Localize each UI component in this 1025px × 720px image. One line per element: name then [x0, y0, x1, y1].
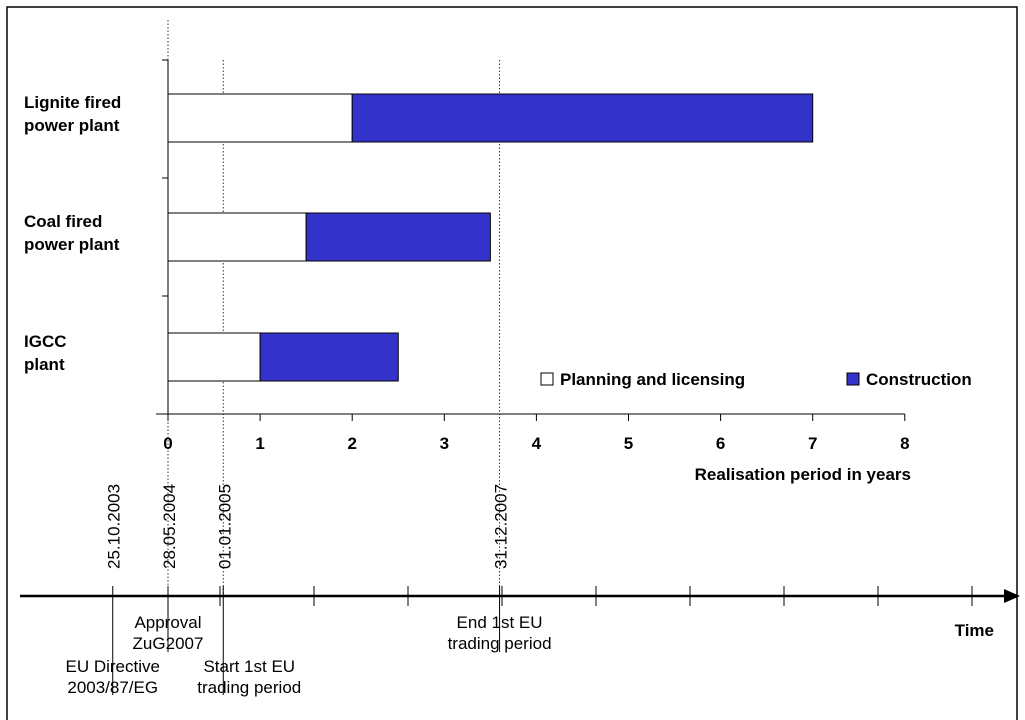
bar-segment [259, 332, 399, 382]
date-label: 25.10.2003 [105, 484, 124, 569]
timeline-event-label: trading period [448, 634, 552, 653]
bar-segment [167, 93, 353, 143]
category-label: Lignite fired [24, 93, 121, 112]
x-tick-label: 7 [808, 434, 817, 453]
category-label: power plant [24, 235, 120, 254]
legend-swatch [540, 372, 554, 386]
category-label: power plant [24, 116, 120, 135]
bar-segment [167, 332, 261, 382]
legend-label: Planning and licensing [560, 370, 745, 389]
timeline-event-label: Start 1st EU [203, 657, 295, 676]
chart-border [6, 6, 1018, 720]
bar-segment [167, 212, 307, 262]
category-label: plant [24, 355, 65, 374]
x-tick-label: 8 [900, 434, 909, 453]
bar-segment [305, 212, 491, 262]
timeline-label: Time [955, 621, 994, 640]
x-tick-label: 2 [347, 434, 356, 453]
timeline-event-label: 2003/87/EG [67, 678, 158, 697]
timeline-event-label: trading period [197, 678, 301, 697]
date-label: 01.01.2005 [215, 484, 234, 569]
x-tick-label: 5 [624, 434, 633, 453]
category-label: Coal fired [24, 212, 102, 231]
x-tick-label: 3 [440, 434, 449, 453]
x-tick-label: 4 [532, 434, 542, 453]
x-tick-label: 0 [163, 434, 172, 453]
date-label: 31.12.2007 [492, 484, 511, 569]
x-tick-label: 6 [716, 434, 725, 453]
timeline-event-label: End 1st EU [457, 613, 543, 632]
legend-label: Construction [866, 370, 972, 389]
timeline-arrowhead [1004, 589, 1020, 603]
category-label: IGCC [24, 332, 67, 351]
timeline-event-label: ZuG2007 [133, 634, 204, 653]
legend-swatch [846, 372, 860, 386]
timeline-event-label: EU Directive [66, 657, 160, 676]
date-label: 28.05.2004 [160, 484, 179, 569]
timeline-event-label: Approval [134, 613, 201, 632]
x-tick-label: 1 [255, 434, 264, 453]
x-axis-label: Realisation period in years [695, 465, 911, 484]
bar-segment [351, 93, 814, 143]
